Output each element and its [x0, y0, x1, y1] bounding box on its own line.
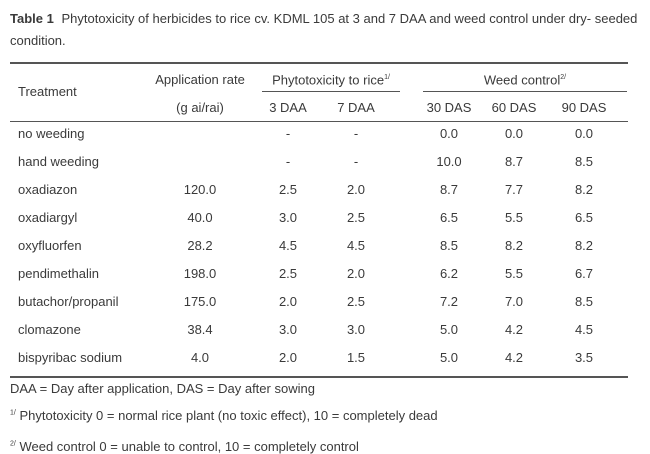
- weed-group-rule: [423, 91, 627, 92]
- cell-rate: 198.0: [183, 266, 217, 281]
- cell-30das: 10.0: [436, 154, 462, 169]
- cell-treatment: hand weeding: [18, 154, 99, 169]
- header-7daa: 7 DAA: [337, 100, 375, 115]
- cell-3daa: 3.0: [278, 322, 298, 337]
- cell-treatment: clomazone: [18, 322, 81, 337]
- cell-30das: 0.0: [439, 126, 459, 141]
- cell-7daa: 2.5: [346, 210, 366, 225]
- cell-7daa: 1.5: [346, 350, 366, 365]
- header-weed-control-group: Weed control2/: [423, 70, 627, 88]
- cell-90das: 8.5: [574, 154, 594, 169]
- header-30das: 30 DAS: [426, 100, 472, 115]
- cell-rate: 120.0: [183, 182, 217, 197]
- cell-rate: 28.2: [187, 238, 213, 253]
- cell-3daa: -: [285, 126, 291, 141]
- cell-90das: 8.2: [574, 238, 594, 253]
- cell-treatment: oxadiazon: [18, 182, 78, 197]
- cell-90das: 4.5: [574, 322, 594, 337]
- header-weed-control-label: Weed control: [483, 72, 561, 88]
- header-60das: 60 DAS: [491, 100, 537, 115]
- cell-7daa: -: [353, 126, 359, 141]
- cell-30das: 6.2: [439, 266, 459, 281]
- cell-60das: 8.2: [504, 238, 524, 253]
- cell-60das: 5.5: [504, 210, 524, 225]
- cell-7daa: 2.5: [346, 294, 366, 309]
- table-bottom-rule: [10, 376, 628, 378]
- cell-90das: 8.5: [574, 294, 594, 309]
- cell-rate: 38.4: [187, 322, 213, 337]
- cell-treatment: butachor/propanil: [18, 294, 119, 309]
- cell-30das: 8.5: [439, 238, 459, 253]
- table-label: Table 1: [10, 11, 54, 26]
- cell-7daa: 4.5: [346, 238, 366, 253]
- header-bottom-rule: [10, 121, 628, 122]
- table-caption-text: Phytotoxicity of herbicides to rice cv. …: [10, 11, 638, 48]
- cell-30das: 5.0: [439, 322, 459, 337]
- cell-3daa: 4.5: [278, 238, 298, 253]
- weed-control-footnote-ref: 2/: [560, 74, 567, 81]
- cell-rate: 40.0: [187, 210, 213, 225]
- header-phytotoxicity-group: Phytotoxicity to rice1/: [262, 70, 400, 88]
- cell-30das: 6.5: [439, 210, 459, 225]
- cell-30das: 7.2: [439, 294, 459, 309]
- phyto-group-rule: [262, 91, 400, 92]
- cell-90das: 0.0: [574, 126, 594, 141]
- cell-30das: 5.0: [439, 350, 459, 365]
- cell-60das: 5.5: [504, 266, 524, 281]
- cell-7daa: -: [353, 154, 359, 169]
- footnote-1-text: Phytotoxicity 0 = normal rice plant (no …: [19, 408, 438, 423]
- header-phytotoxicity-label: Phytotoxicity to rice: [272, 72, 385, 88]
- footnote-2-marker: 2/: [10, 440, 16, 448]
- header-90das: 90 DAS: [561, 100, 607, 115]
- cell-60das: 0.0: [504, 126, 524, 141]
- cell-3daa: 3.0: [278, 210, 298, 225]
- top-rule: [10, 62, 628, 64]
- cell-3daa: -: [285, 154, 291, 169]
- cell-3daa: 2.0: [278, 294, 298, 309]
- cell-7daa: 3.0: [346, 322, 366, 337]
- cell-treatment: oxyfluorfen: [18, 238, 82, 253]
- header-3daa: 3 DAA: [269, 100, 307, 115]
- header-application-rate: Application rate: [155, 72, 245, 87]
- cell-60das: 7.7: [504, 182, 524, 197]
- cell-60das: 4.2: [504, 322, 524, 337]
- cell-treatment: oxadiargyl: [18, 210, 78, 225]
- cell-60das: 7.0: [504, 294, 524, 309]
- cell-60das: 8.7: [504, 154, 524, 169]
- cell-90das: 6.7: [574, 266, 594, 281]
- footnote-2-text: Weed control 0 = unable to control, 10 =…: [19, 439, 359, 454]
- cell-90das: 8.2: [574, 182, 594, 197]
- cell-treatment: pendimethalin: [18, 266, 99, 281]
- header-application-rate-unit: (g ai/rai): [176, 100, 224, 115]
- cell-rate: 175.0: [183, 294, 217, 309]
- footnote-phytotoxicity: 1/ Phytotoxicity 0 = normal rice plant (…: [10, 408, 438, 423]
- cell-60das: 4.2: [504, 350, 524, 365]
- cell-3daa: 2.5: [278, 182, 298, 197]
- cell-3daa: 2.0: [278, 350, 298, 365]
- cell-30das: 8.7: [439, 182, 459, 197]
- cell-7daa: 2.0: [346, 266, 366, 281]
- cell-7daa: 2.0: [346, 182, 366, 197]
- footnote-abbreviations: DAA = Day after application, DAS = Day a…: [10, 381, 315, 396]
- cell-3daa: 2.5: [278, 266, 298, 281]
- table-caption: Table 1 Phytotoxicity of herbicides to r…: [10, 8, 640, 52]
- cell-treatment: no weeding: [18, 126, 85, 141]
- cell-90das: 3.5: [574, 350, 594, 365]
- header-treatment: Treatment: [18, 84, 77, 99]
- cell-90das: 6.5: [574, 210, 594, 225]
- footnote-1-marker: 1/: [10, 409, 16, 417]
- footnote-weed-control: 2/ Weed control 0 = unable to control, 1…: [10, 439, 359, 454]
- cell-rate: 4.0: [190, 350, 210, 365]
- phytotoxicity-footnote-ref: 1/: [384, 74, 390, 81]
- cell-treatment: bispyribac sodium: [18, 350, 123, 365]
